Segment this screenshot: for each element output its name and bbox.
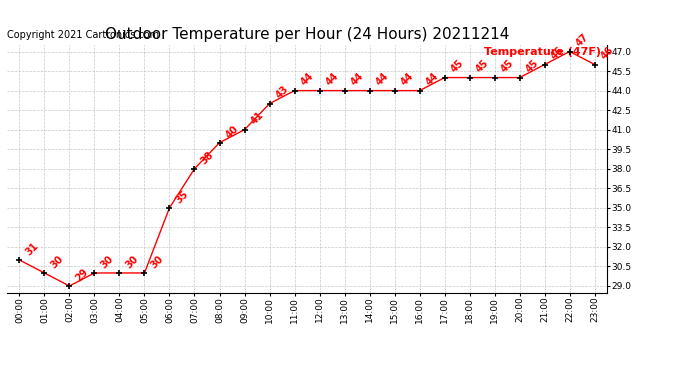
Text: 47: 47 — [574, 32, 591, 49]
Text: 46: 46 — [599, 45, 615, 62]
Text: 30: 30 — [48, 254, 65, 270]
Text: 38: 38 — [199, 149, 215, 166]
Text: 43: 43 — [274, 84, 290, 101]
Text: 44: 44 — [374, 71, 391, 88]
Text: 45: 45 — [474, 58, 491, 75]
Text: 41: 41 — [248, 110, 265, 127]
Text: 44: 44 — [348, 71, 365, 88]
Text: 29: 29 — [74, 267, 90, 283]
Text: 44: 44 — [399, 71, 415, 88]
Text: 30: 30 — [99, 254, 115, 270]
Title: Outdoor Temperature per Hour (24 Hours) 20211214: Outdoor Temperature per Hour (24 Hours) … — [105, 27, 509, 42]
Text: 30: 30 — [148, 254, 165, 270]
Text: 45: 45 — [524, 58, 540, 75]
Text: 45: 45 — [499, 58, 515, 75]
Text: 40: 40 — [224, 123, 240, 140]
Text: 44: 44 — [424, 71, 440, 88]
Text: 45: 45 — [448, 58, 465, 75]
Text: 30: 30 — [124, 254, 140, 270]
Text: 35: 35 — [174, 188, 190, 205]
Text: 46: 46 — [549, 45, 565, 62]
Text: 31: 31 — [23, 240, 40, 257]
Text: 44: 44 — [324, 71, 340, 88]
Text: Copyright 2021 Cartronics.com: Copyright 2021 Cartronics.com — [7, 30, 159, 40]
Text: Temperature (47F): Temperature (47F) — [484, 48, 601, 57]
Text: 44: 44 — [299, 71, 315, 88]
